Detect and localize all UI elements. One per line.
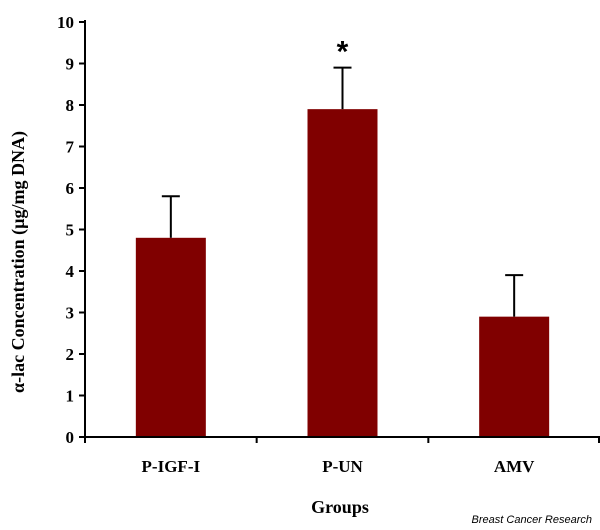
- y-tick-label: 9: [66, 55, 75, 74]
- y-tick-label: 0: [66, 428, 75, 447]
- bar-p-un: [307, 109, 378, 438]
- annotations-layer: *: [337, 36, 349, 69]
- x-axis: P-IGF-I P-UN AMV: [84, 436, 600, 476]
- y-tick-label: 3: [66, 304, 75, 323]
- y-tick-label: 6: [66, 179, 75, 198]
- y-tick-label: 2: [66, 345, 75, 364]
- y-axis: 0 1 2 3 4 5 6 7 8 9 10: [57, 13, 86, 447]
- source-note: Breast Cancer Research: [471, 514, 592, 526]
- significance-marker: *: [337, 36, 349, 69]
- bar-p-igf-i: [135, 237, 206, 437]
- x-axis-title: Groups: [311, 497, 369, 517]
- x-tick-label: P-IGF-I: [142, 457, 201, 476]
- bars-layer: [135, 109, 550, 438]
- y-tick-label: 1: [66, 387, 75, 406]
- y-axis-title: α-lac Concentration (µg/mg DNA): [8, 131, 29, 393]
- error-bars-layer: [161, 66, 524, 317]
- y-tick-label: 5: [66, 221, 75, 240]
- x-tick-label: AMV: [494, 457, 535, 476]
- y-tick-label: 4: [66, 262, 75, 281]
- y-tick-label: 7: [66, 138, 75, 157]
- y-tick-label: 10: [57, 13, 74, 32]
- x-tick-label: P-UN: [322, 457, 363, 476]
- bar-amv: [479, 316, 550, 437]
- y-tick-label: 8: [66, 96, 75, 115]
